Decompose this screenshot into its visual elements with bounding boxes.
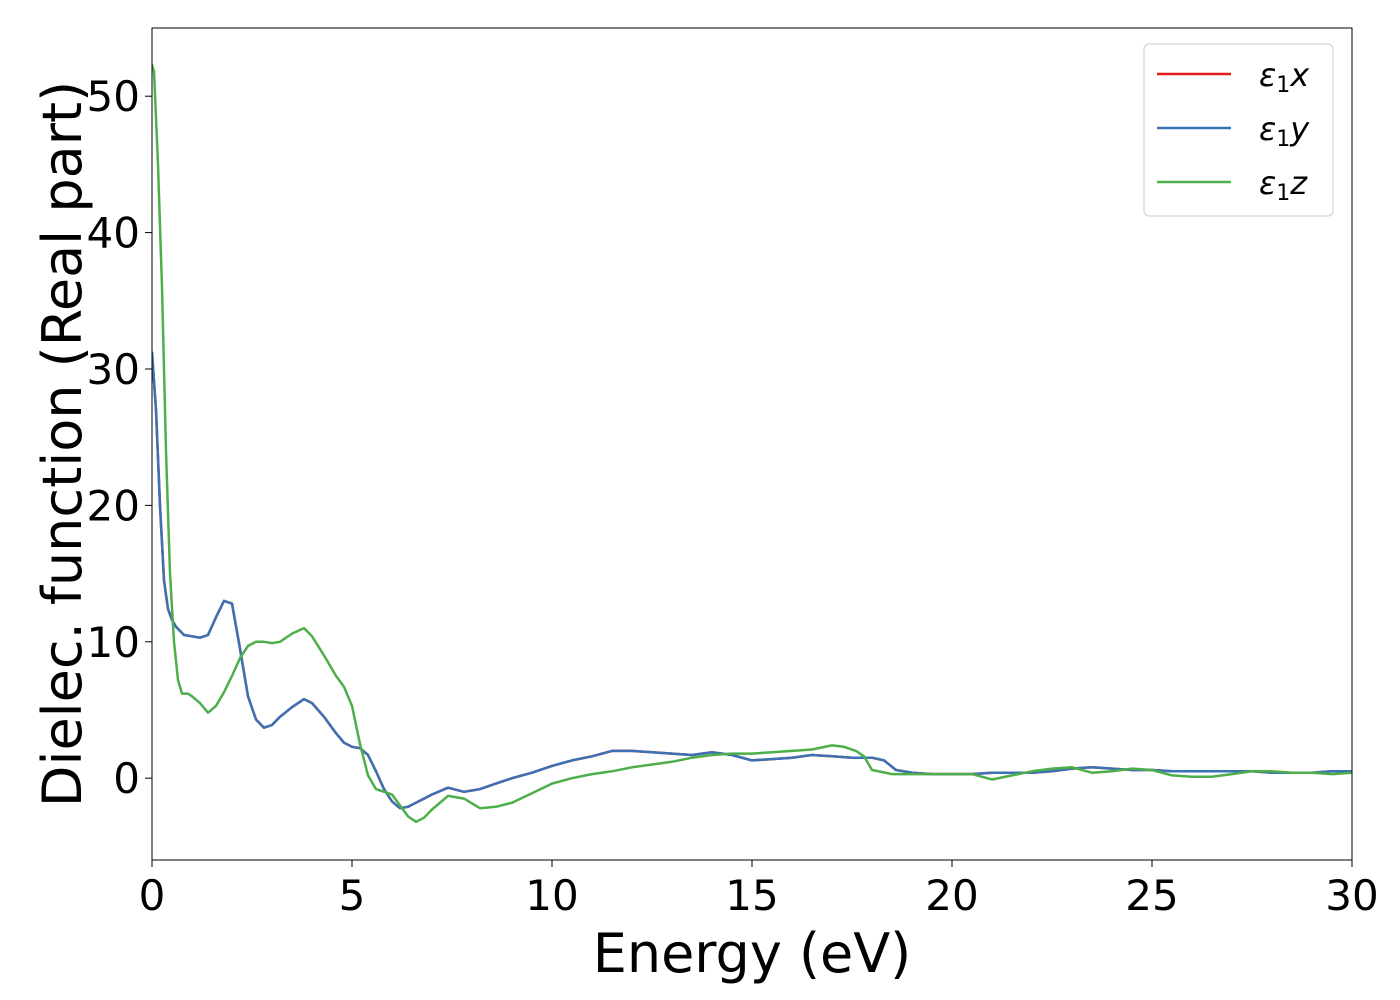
y-tick-label: 30 bbox=[87, 345, 140, 394]
legend-label-y: ε1y bbox=[1259, 110, 1310, 152]
x-tick-label: 30 bbox=[1325, 871, 1378, 920]
y-axis-title: Dielec. function (Real part) bbox=[31, 81, 94, 807]
x-tick-label: 15 bbox=[725, 871, 778, 920]
x-tick-label: 10 bbox=[525, 871, 578, 920]
plot-series bbox=[152, 63, 1352, 824]
legend-label-z: ε1z bbox=[1259, 164, 1308, 206]
x-tick-label: 25 bbox=[1125, 871, 1178, 920]
legend-box bbox=[1143, 43, 1334, 217]
x-tick-label: 0 bbox=[139, 871, 166, 920]
y-tick-label: 40 bbox=[87, 209, 140, 258]
y-tick-label: 0 bbox=[113, 754, 140, 803]
y-tick-label: 10 bbox=[87, 618, 140, 667]
series-line-y bbox=[152, 351, 1352, 810]
y-tick-label: 50 bbox=[87, 72, 140, 121]
y-tick-label: 20 bbox=[87, 481, 140, 530]
legend: ε1x ε1y ε1z bbox=[1143, 43, 1334, 217]
series-line-z bbox=[152, 63, 1352, 824]
x-tick-label: 5 bbox=[339, 871, 366, 920]
x-axis-title: Energy (eV) bbox=[593, 922, 912, 985]
y-ticks: 0 10 20 30 40 50 bbox=[87, 72, 152, 803]
x-ticks: 0 5 10 15 20 25 30 bbox=[139, 860, 1379, 920]
x-tick-label: 20 bbox=[925, 871, 978, 920]
legend-label-x: ε1x bbox=[1259, 56, 1310, 98]
